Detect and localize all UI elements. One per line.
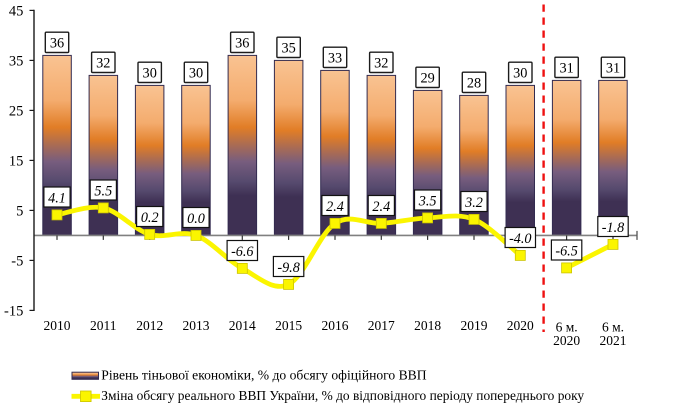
svg-text:-9.8: -9.8	[277, 260, 299, 276]
svg-text:3.5: 3.5	[418, 193, 437, 209]
svg-text:2012: 2012	[136, 318, 163, 333]
svg-text:2021: 2021	[600, 333, 627, 348]
svg-text:2.4: 2.4	[326, 199, 344, 215]
svg-text:2020: 2020	[507, 318, 534, 333]
svg-text:6 м.: 6 м.	[556, 320, 578, 335]
svg-text:15: 15	[9, 154, 24, 170]
svg-text:Зміна обсягу реального ВВП Укр: Зміна обсягу реального ВВП України, % до…	[101, 388, 584, 403]
svg-text:-5: -5	[11, 254, 23, 270]
svg-text:32: 32	[374, 55, 388, 71]
svg-text:35: 35	[9, 54, 24, 70]
svg-text:31: 31	[559, 60, 573, 76]
svg-text:2010: 2010	[44, 318, 71, 333]
svg-text:-15: -15	[4, 304, 23, 320]
svg-text:3.2: 3.2	[464, 195, 483, 211]
svg-text:2015: 2015	[275, 318, 302, 333]
svg-text:2016: 2016	[322, 318, 349, 333]
svg-text:35: 35	[281, 40, 295, 56]
svg-text:2020: 2020	[553, 333, 580, 348]
svg-text:45: 45	[9, 4, 24, 20]
svg-text:2019: 2019	[461, 318, 488, 333]
svg-text:36: 36	[50, 35, 64, 51]
svg-text:2013: 2013	[183, 318, 210, 333]
svg-text:2017: 2017	[368, 318, 395, 333]
svg-text:2014: 2014	[229, 318, 256, 333]
svg-text:-4.0: -4.0	[509, 231, 531, 247]
svg-text:25: 25	[9, 104, 24, 120]
svg-text:30: 30	[513, 65, 527, 81]
svg-text:-1.8: -1.8	[602, 220, 624, 236]
svg-text:29: 29	[420, 70, 434, 86]
svg-text:2011: 2011	[90, 318, 117, 333]
svg-text:28: 28	[467, 75, 481, 91]
svg-text:30: 30	[189, 65, 203, 81]
svg-text:32: 32	[96, 55, 110, 71]
svg-text:2018: 2018	[414, 318, 441, 333]
svg-text:5: 5	[16, 204, 23, 220]
svg-text:33: 33	[328, 50, 342, 66]
svg-text:0.0: 0.0	[187, 211, 205, 227]
svg-text:Рівень тіньової економіки, % д: Рівень тіньової економіки, % до обсягу о…	[101, 367, 426, 382]
svg-text:5.5: 5.5	[94, 183, 112, 199]
svg-text:-6.5: -6.5	[555, 243, 577, 259]
svg-text:-6.6: -6.6	[231, 244, 254, 260]
svg-text:0.2: 0.2	[141, 210, 159, 226]
svg-text:31: 31	[606, 60, 620, 76]
svg-text:6 м.: 6 м.	[602, 320, 624, 335]
svg-text:4.1: 4.1	[48, 190, 66, 206]
svg-text:36: 36	[235, 35, 249, 51]
svg-text:30: 30	[143, 65, 157, 81]
svg-text:2.4: 2.4	[372, 199, 390, 215]
